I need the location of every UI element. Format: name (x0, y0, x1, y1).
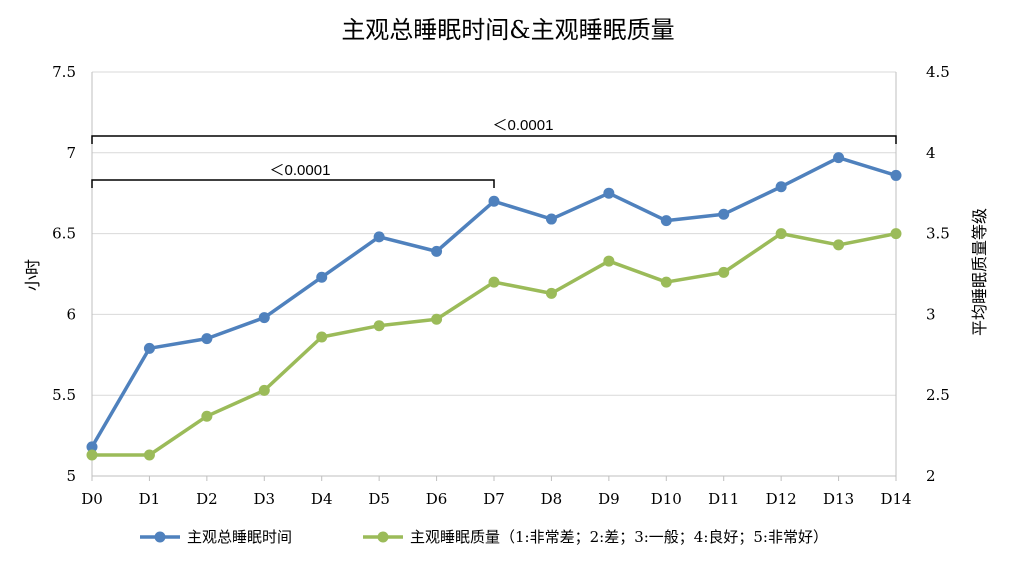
right-axis-label: 平均睡眠质量等级 (970, 208, 989, 336)
p-value-label: ＜0.0001 (270, 162, 331, 179)
left-tick-label: 5.5 (52, 386, 76, 404)
data-point (86, 449, 98, 461)
data-point (488, 195, 500, 207)
right-tick-label: 4 (926, 144, 936, 162)
bracket-line (91, 179, 495, 188)
data-point (545, 287, 557, 299)
significance-bracket: ＜0.0001 (91, 162, 495, 188)
x-tick-label: D12 (766, 490, 797, 508)
x-tick-label: D2 (196, 490, 218, 508)
x-tick-label: D0 (81, 490, 103, 508)
x-axis-ticks: D0 D1 D2 D3 D4 D5 D6 D7 D8 D9 D10 D11 D12 D13 D14 (81, 490, 911, 508)
left-tick-label: 6 (66, 305, 76, 323)
data-point (488, 276, 500, 288)
grid-lines (92, 71, 896, 396)
data-point (603, 187, 615, 199)
data-point (258, 384, 270, 396)
x-tick-label: D8 (541, 490, 563, 508)
right-axis-ticks: 2 2.5 3 3.5 4 4.5 (926, 63, 950, 485)
data-point (258, 312, 270, 324)
series-1 (86, 152, 902, 453)
significance-bracket: ＜0.0001 (91, 117, 897, 144)
data-point (316, 271, 328, 283)
data-point (545, 213, 557, 225)
data-point (373, 320, 385, 332)
x-tick-label: D13 (823, 490, 854, 508)
data-point (718, 266, 730, 278)
data-point (890, 169, 902, 181)
x-tick-label: D1 (139, 490, 161, 508)
left-tick-label: 7.5 (52, 63, 76, 81)
data-point (718, 208, 730, 220)
x-tick-label: D6 (426, 490, 448, 508)
bracket-line (91, 135, 897, 144)
legend-label: 主观总睡眠时间 (187, 528, 292, 546)
data-point (431, 313, 443, 325)
x-tick-label: D11 (708, 490, 739, 508)
data-point (201, 410, 213, 422)
left-tick-label: 7 (66, 144, 76, 162)
left-axis-ticks: 5 5.5 6 6.5 7 7.5 (52, 63, 76, 485)
data-point (143, 449, 155, 461)
x-tick-label: D9 (598, 490, 620, 508)
p-value-label: ＜0.0001 (493, 117, 554, 134)
significance-annotations: ＜0.0001 ＜0.0001 (91, 117, 897, 188)
x-tick-label: D7 (483, 490, 505, 508)
chart-title: 主观总睡眠时间&主观睡眠质量 (341, 16, 674, 44)
legend-entry-1: 主观总睡眠时间 (140, 528, 292, 546)
legend: 主观总睡眠时间 主观睡眠质量（1:非常差；2:差；3:一般；4:良好；5:非常好） (140, 528, 828, 546)
data-point (431, 245, 443, 257)
x-tick-label: D10 (651, 490, 682, 508)
series-2 (86, 228, 902, 461)
data-point (833, 152, 845, 164)
right-tick-label: 2 (926, 467, 936, 485)
legend-label: 主观睡眠质量（1:非常差；2:差；3:一般；4:良好；5:非常好） (410, 528, 828, 546)
right-tick-label: 4.5 (926, 63, 950, 81)
data-point (603, 255, 615, 267)
data-point (890, 228, 902, 240)
x-tick-label: D3 (253, 490, 275, 508)
left-tick-label: 6.5 (52, 225, 76, 243)
left-axis-label: 小时 (23, 259, 42, 291)
data-point (660, 276, 672, 288)
x-tick-label: D4 (311, 490, 333, 508)
series-layer (86, 152, 902, 461)
right-tick-label: 2.5 (926, 386, 950, 404)
data-point (316, 331, 328, 343)
data-point (86, 441, 98, 453)
data-point (775, 228, 787, 240)
data-point (833, 239, 845, 251)
x-tick-label: D14 (880, 490, 911, 508)
data-point (775, 181, 787, 193)
data-point (201, 333, 213, 345)
legend-marker (377, 531, 389, 543)
legend-entry-2: 主观睡眠质量（1:非常差；2:差；3:一般；4:良好；5:非常好） (363, 528, 828, 546)
data-point (143, 342, 155, 354)
x-tick-label: D5 (368, 490, 390, 508)
legend-marker (154, 531, 166, 543)
data-point (373, 231, 385, 243)
right-tick-label: 3.5 (926, 225, 950, 243)
right-tick-label: 3 (926, 305, 936, 323)
left-tick-label: 5 (66, 467, 76, 485)
series-line (92, 231, 897, 457)
data-point (660, 215, 672, 227)
